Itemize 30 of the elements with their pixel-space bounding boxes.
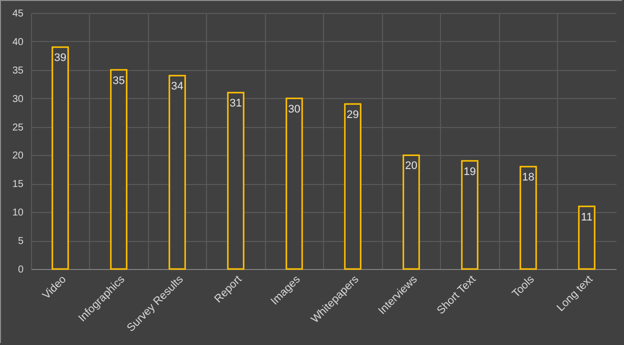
- data-label: 11: [581, 211, 592, 224]
- bar: [52, 46, 69, 270]
- data-label: 30: [288, 103, 300, 116]
- y-tick-label: 45: [12, 8, 24, 20]
- data-label: 35: [112, 74, 125, 87]
- data-label: 19: [464, 166, 476, 178]
- y-tick-label: 30: [12, 94, 24, 105]
- bar: [520, 166, 537, 270]
- y-tick-label: 20: [12, 150, 24, 162]
- data-label: 39: [54, 52, 66, 64]
- y-tick-label: 40: [12, 36, 24, 48]
- y-tick-label: 15: [12, 179, 24, 190]
- bar: [110, 69, 128, 270]
- data-label: 18: [522, 172, 534, 184]
- bar: [227, 92, 244, 270]
- bar: [578, 206, 596, 270]
- bar: [402, 154, 420, 270]
- bar: [461, 160, 478, 270]
- y-tick-label: 0: [18, 264, 24, 276]
- y-tick-label: 10: [12, 208, 24, 219]
- data-label: 34: [171, 80, 184, 93]
- y-tick-label: 5: [18, 236, 24, 248]
- y-tick-label: 25: [12, 122, 24, 134]
- bar: [168, 74, 186, 270]
- bar: [344, 103, 362, 270]
- bar: [286, 98, 303, 270]
- y-tick-label: 35: [12, 65, 24, 76]
- data-label: 31: [230, 98, 242, 110]
- data-label: 29: [346, 109, 359, 122]
- data-label: 20: [405, 160, 418, 172]
